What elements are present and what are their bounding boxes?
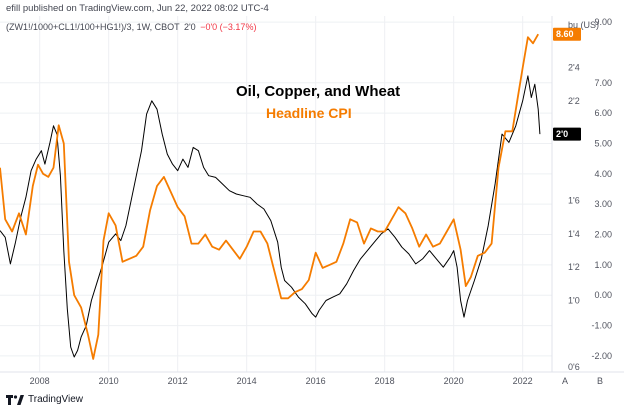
- right-axis-tick-label: 2.00: [594, 230, 612, 240]
- right-axis-tick-label: 0.00: [594, 290, 612, 300]
- symbol-name: (ZW1!/1000+CL1!/100+HG1!)/3, 1W, CBOT: [6, 22, 180, 32]
- tradingview-logo-text: TradingView: [28, 394, 84, 405]
- x-tick-label: 2022: [513, 376, 533, 386]
- last-value-tag-cpi-label: 8.60: [556, 29, 574, 39]
- series-line-oil-copper-wheat[interactable]: [0, 75, 541, 358]
- left-axis-unit: bu (US): [568, 20, 599, 30]
- x-tick-label: 2020: [444, 376, 464, 386]
- tradingview-logo-icon: [6, 394, 24, 405]
- right-axis-tick-label: 6.00: [594, 108, 612, 118]
- axes-layer: 2008 2010 2012 2014 2016 2018 2020 2022 9.00 7.00…: [30, 17, 612, 386]
- publisher-line: efill published on TradingView.com, Jun …: [6, 3, 269, 14]
- x-tick-label: 2018: [375, 376, 395, 386]
- chart-title: Oil, Copper, and Wheat: [236, 83, 400, 100]
- left-axis-tick-label: 2'4: [568, 63, 580, 73]
- symbol-legend[interactable]: (ZW1!/1000+CL1!/100+HG1!)/3, 1W, CBOT 2'…: [6, 22, 256, 32]
- x-tick-label: 2008: [30, 376, 50, 386]
- left-axis-tick-label: 2'2: [568, 96, 580, 106]
- x-tick-label: 2014: [237, 376, 257, 386]
- last-value: 2'0: [183, 22, 196, 32]
- series-layer: [0, 33, 541, 360]
- x-tick-label: 2012: [168, 376, 188, 386]
- chart-subtitle: Headline CPI: [266, 105, 352, 121]
- price-change: −0'0 (−3.17%): [200, 22, 257, 32]
- chart-grid: [0, 16, 552, 372]
- right-axis-tick-label: 4.00: [594, 169, 612, 179]
- right-axis-tick-label: 3.00: [594, 199, 612, 209]
- right-axis-tick-label: -2.00: [591, 351, 612, 361]
- last-value-tag-commodity: [553, 127, 581, 141]
- series-line-headline-cpi[interactable]: [0, 33, 539, 360]
- right-axis-tick-label: 1.00: [594, 260, 612, 270]
- tradingview-logo[interactable]: TradingView: [6, 394, 83, 405]
- left-axis-tick-label: 1'6: [568, 196, 580, 206]
- right-axis-tick-label: 9.00: [594, 17, 612, 27]
- scale-button-b[interactable]: B: [597, 376, 603, 386]
- left-axis-tick-label: 1'0: [568, 295, 580, 305]
- right-axis-tick-label: 5.00: [594, 138, 612, 148]
- x-tick-label: 2010: [99, 376, 119, 386]
- scale-button-a[interactable]: A: [562, 376, 568, 386]
- last-value-tag-cpi: [553, 27, 581, 41]
- x-tick-label: 2016: [306, 376, 326, 386]
- left-axis-tick-label: 1'4: [568, 229, 580, 239]
- left-axis-tick-label: 1'2: [568, 262, 580, 272]
- right-axis-tick-label: -1.00: [591, 321, 612, 331]
- right-axis-tick-label: 7.00: [594, 78, 612, 88]
- left-axis-tick-label: 0'6: [568, 362, 580, 372]
- last-value-tag-commodity-label: 2'0: [556, 129, 568, 139]
